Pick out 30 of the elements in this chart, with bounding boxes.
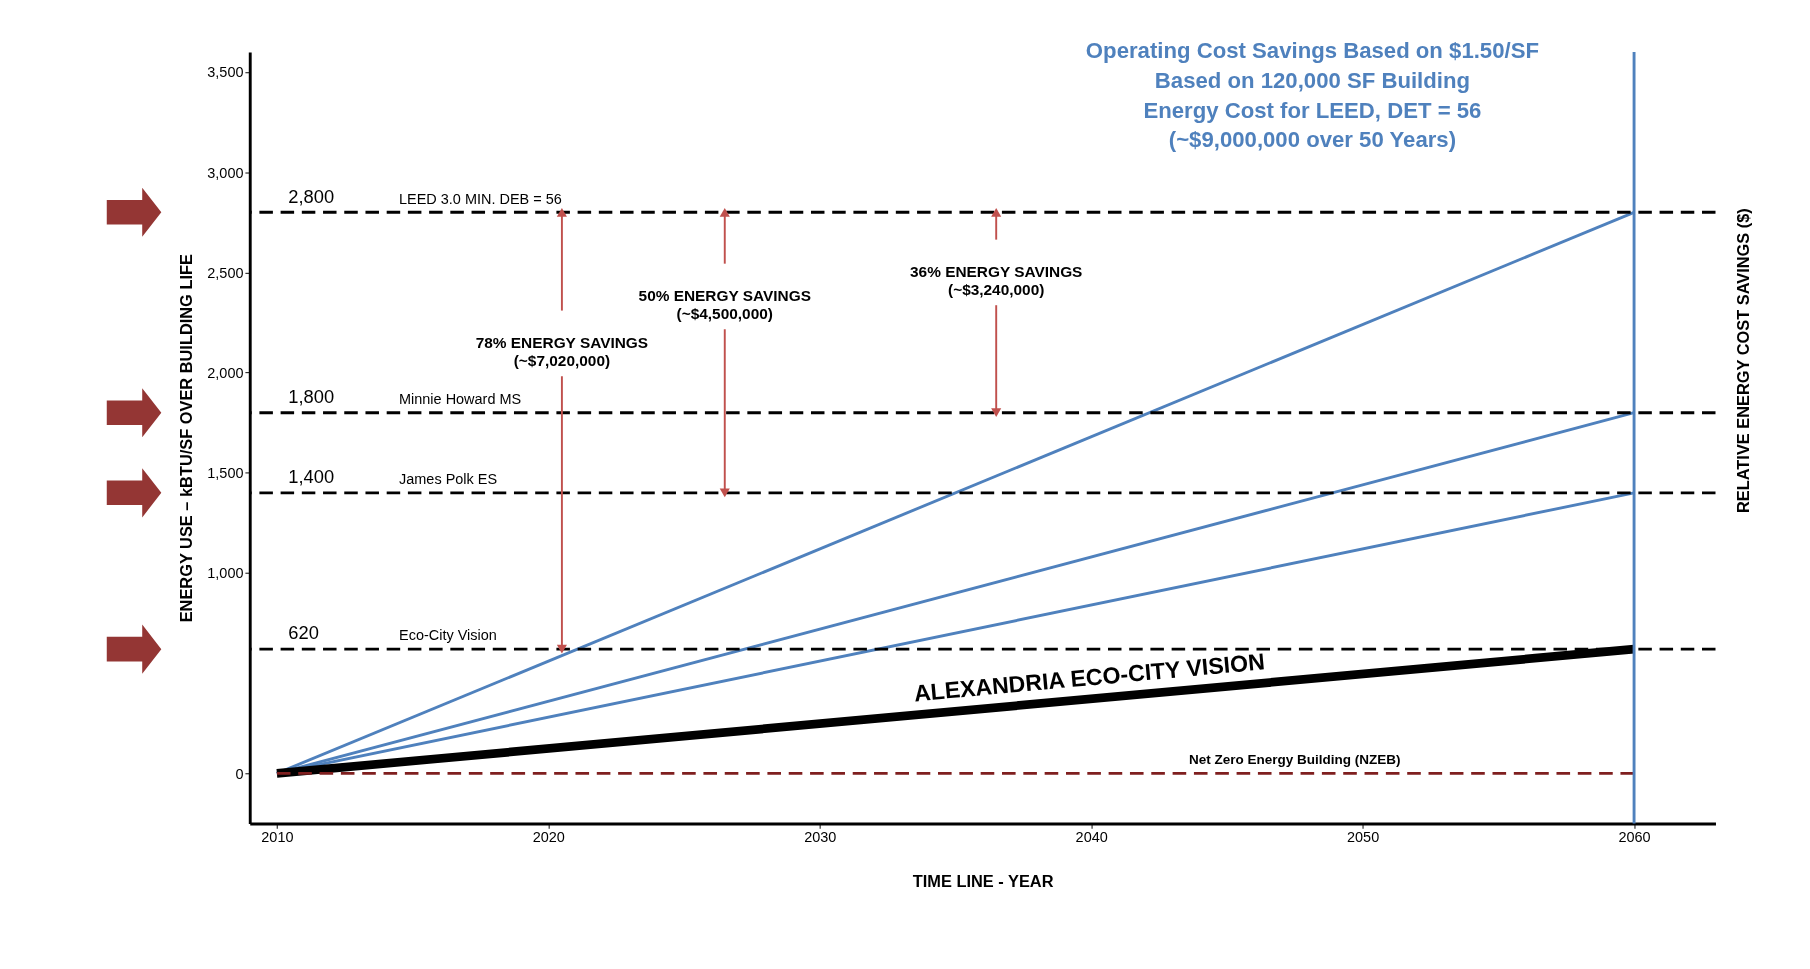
ref-line-label: 2,800 xyxy=(288,185,335,207)
series-label: Net Zero Energy Building (NZEB) xyxy=(1189,751,1401,767)
x-tick-label: 2010 xyxy=(261,829,294,846)
y-tick-label: 2,500 xyxy=(207,264,244,281)
x-tick-label: 2020 xyxy=(532,829,565,846)
x-axis-title: TIME LINE - YEAR xyxy=(912,871,1054,890)
y-tick-label: 1,500 xyxy=(207,465,244,482)
x-tick-label: 2060 xyxy=(1618,829,1651,846)
text: Operating Cost Savings Based on $1.50/SF Based on 120,000 SF Building Energy Cost for LEED, DET = 56 (~$9,000,000 over 50 Years) xyxy=(1085,37,1539,153)
annotation: 78% ENERGY SAVINGS (~$7,020,000) xyxy=(475,334,649,369)
annotation: LEED 3.0 MIN. DEB = 56 xyxy=(399,190,562,207)
ref-line-label: 1,800 xyxy=(288,386,335,408)
y-axis-title: ENERGY USE – kBTU/SF OVER BUILDING LIFE xyxy=(176,254,195,623)
x-tick-label: 2040 xyxy=(1075,829,1108,846)
y-tick-label: 0 xyxy=(235,765,244,782)
y-tick-label: 3,000 xyxy=(207,164,244,181)
annotation: 36% ENERGY SAVINGS (~$3,240,000) xyxy=(910,263,1083,298)
y-tick-label: 3,500 xyxy=(207,64,244,81)
annotation: Minnie Howard MS xyxy=(399,391,522,408)
annotation: Eco-City Vision xyxy=(399,627,497,644)
x-tick-label: 2030 xyxy=(804,829,837,846)
y2-axis-title: RELATIVE ENERGY COST SAVINGS ($) xyxy=(1734,208,1753,513)
y-tick-label: 1,000 xyxy=(207,565,244,582)
y-tick-label: 2,000 xyxy=(207,364,244,381)
text: ALEXANDRIA ECO-CITY VISION xyxy=(912,648,1266,707)
ref-line-label: 620 xyxy=(288,622,319,644)
annotation: 50% ENERGY SAVINGS (~$4,500,000) xyxy=(638,287,811,322)
annotation: James Polk ES xyxy=(399,471,498,488)
ref-line-label: 1,400 xyxy=(288,466,335,488)
x-tick-label: 2050 xyxy=(1347,829,1380,846)
